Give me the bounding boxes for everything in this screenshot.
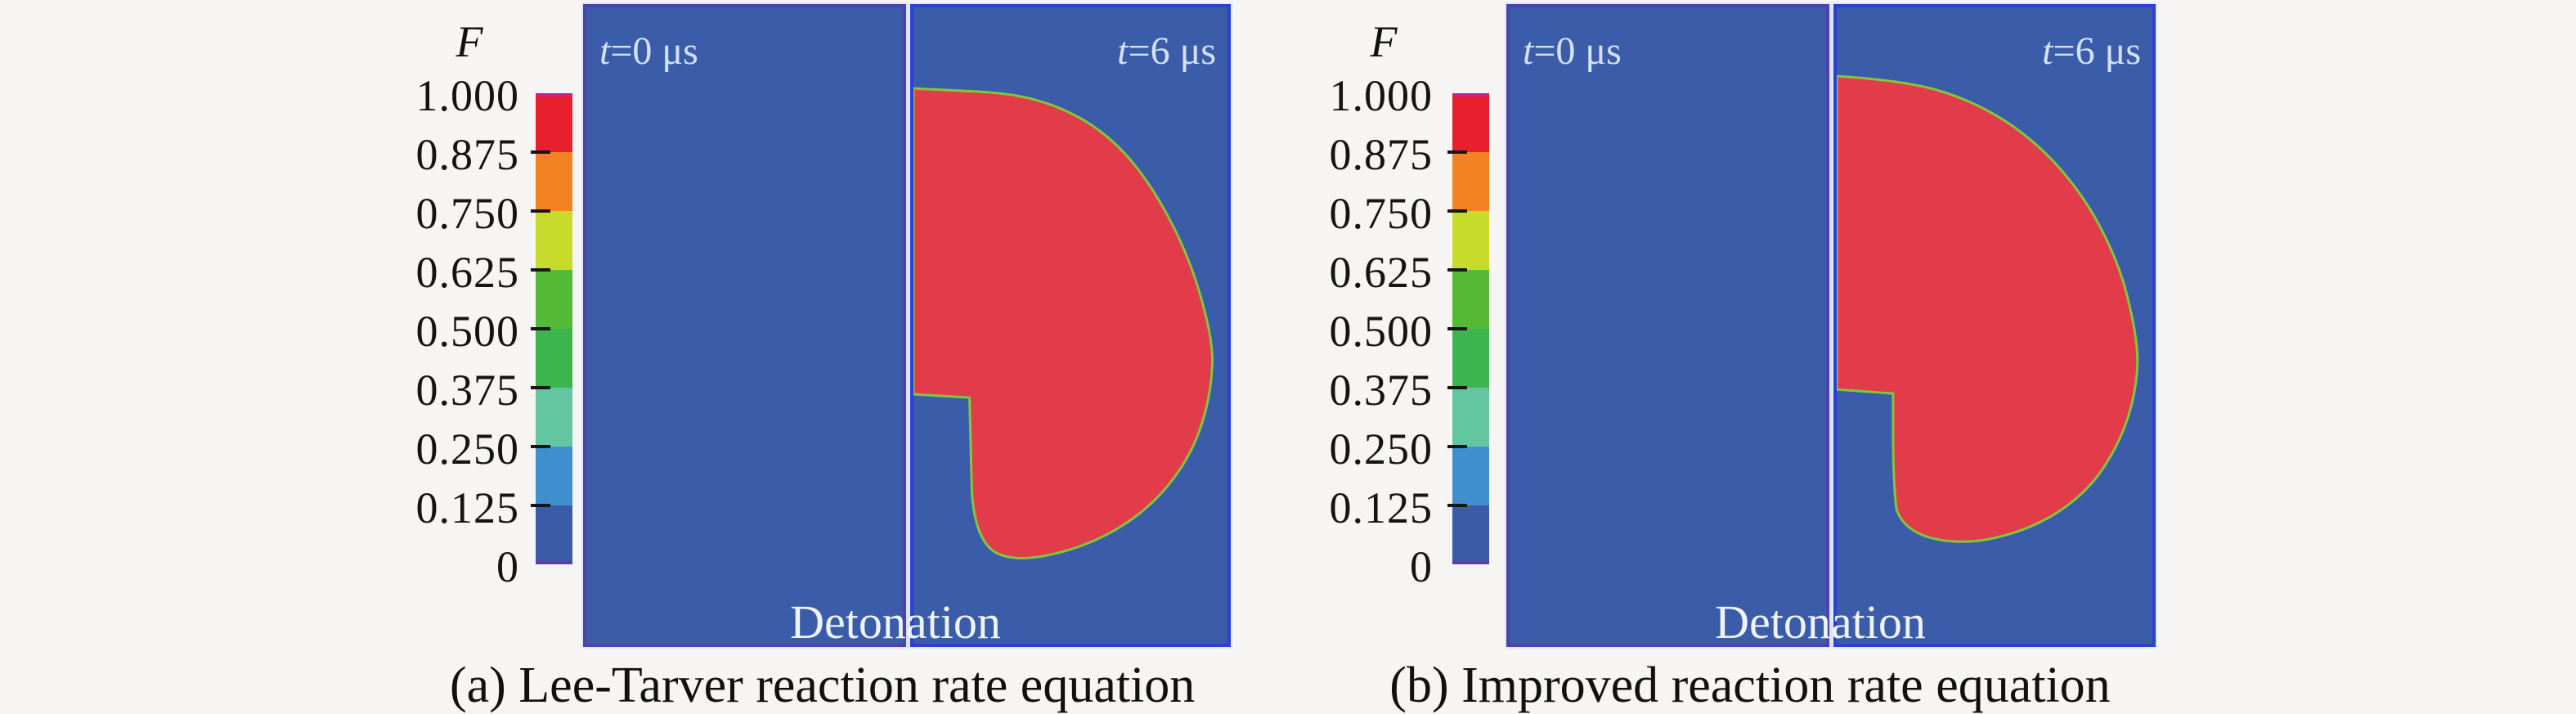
colorbar-tick-mark-3 [1447, 268, 1467, 272]
colorbar-a [531, 93, 572, 564]
subpanel-t6-b: t=6 μs [1833, 4, 2156, 647]
colorbar-segment-2 [1452, 211, 1489, 270]
colorbar-tick-mark-4 [531, 327, 550, 330]
time-label-t6-b: t=6 μs [2042, 29, 2141, 73]
colorbar-segment-4 [536, 329, 572, 388]
detonation-region-a [913, 87, 1214, 559]
colorbar-tick-label-6: 0.250 [1329, 424, 1433, 474]
colorbar-tick-label-1: 0.875 [1329, 130, 1433, 179]
colorbar-segment-1 [1452, 152, 1489, 211]
detonation-field-a [913, 87, 1214, 559]
colorbar-tick-mark-1 [1447, 150, 1467, 154]
colorbar-segment-3 [536, 270, 572, 329]
colorbar-segment-7 [536, 505, 572, 564]
subpanel-t0-a: t=0 μs [583, 4, 906, 647]
colorbar-segment-1 [536, 152, 572, 211]
symmetry-axis-divider-b [1829, 4, 1833, 647]
colorbar-title-b: F [1370, 17, 1398, 66]
colorbar-tick-label-7: 0.125 [1329, 483, 1433, 532]
colorbar-tick-label-2: 0.750 [415, 189, 519, 238]
colorbar-tick-label-6: 0.250 [415, 424, 519, 474]
colorbar-tick-mark-7 [1447, 504, 1467, 507]
detonation-label-a: Detonation [790, 595, 1001, 649]
colorbar-top-cap [1452, 93, 1489, 97]
colorbar-tick-mark-3 [531, 268, 550, 272]
colorbar-bottom-cap [1452, 561, 1489, 564]
colorbar-tick-mark-5 [531, 386, 550, 389]
colorbar-tick-mark-2 [531, 209, 550, 213]
colorbar-segment-6 [1452, 447, 1489, 505]
detonation-region-b [1837, 74, 2139, 543]
caption-b: (b) Improved reaction rate equation [1389, 658, 2111, 713]
time-label-t0-a: t=0 μs [599, 29, 698, 73]
colorbar-tick-mark-7 [531, 504, 550, 507]
colorbar-tick-mark-5 [1447, 386, 1467, 389]
colorbar-segment-3 [1452, 270, 1489, 329]
colorbar-segment-5 [536, 388, 572, 447]
colorbar-segment-0 [1452, 93, 1489, 152]
time-label-t6-a: t=6 μs [1117, 29, 1216, 73]
colorbar-top-cap [536, 93, 572, 97]
colorbar-tick-label-5: 0.375 [1329, 366, 1433, 415]
colorbar-tick-label-4: 0.500 [415, 307, 519, 356]
colorbar-tick-mark-4 [1447, 327, 1467, 330]
colorbar-tick-labels-b: 1.000 0.875 0.750 0.625 0.500 0.375 0.250 0.125… [1286, 66, 1433, 596]
colorbar-tick-mark-6 [531, 445, 550, 448]
colorbar-tick-label-2: 0.750 [1329, 189, 1433, 238]
colorbar-b [1447, 93, 1489, 564]
subpanel-t0-b: t=0 μs [1506, 4, 1829, 647]
caption-a: (a) Lee-Tarver reaction rate equation [450, 658, 1196, 713]
colorbar-tick-label-3: 0.625 [1329, 248, 1433, 297]
colorbar-tick-label-5: 0.375 [415, 366, 519, 415]
colorbar-segment-5 [1452, 388, 1489, 447]
colorbar-tick-mark-1 [531, 150, 550, 154]
colorbar-segment-7 [1452, 505, 1489, 564]
colorbar-tick-label-0: 1.000 [1329, 71, 1433, 120]
colorbar-tick-label-8: 0 [1410, 542, 1433, 591]
colorbar-segment-6 [536, 447, 572, 505]
colorbar-title-a: F [456, 17, 483, 66]
colorbar-segment-2 [536, 211, 572, 270]
symmetry-axis-divider-a [906, 4, 910, 647]
colorbar-tick-mark-6 [1447, 445, 1467, 448]
colorbar-bottom-cap [536, 561, 572, 564]
detonation-label-b: Detonation [1715, 595, 1926, 649]
colorbar-tick-label-1: 0.875 [415, 130, 519, 179]
colorbar-tick-label-4: 0.500 [1329, 307, 1433, 356]
colorbar-tick-label-7: 0.125 [415, 483, 519, 532]
colorbar-tick-labels-a: 1.000 0.875 0.750 0.625 0.500 0.375 0.250 0.125… [372, 66, 519, 596]
colorbar-segment-0 [536, 93, 572, 152]
colorbar-tick-label-0: 1.000 [415, 71, 519, 120]
colorbar-tick-label-3: 0.625 [415, 248, 519, 297]
colorbar-tick-label-8: 0 [496, 542, 519, 591]
detonation-field-b [1837, 74, 2139, 543]
colorbar-segment-4 [1452, 329, 1489, 388]
time-label-t0-b: t=0 μs [1523, 29, 1622, 73]
colorbar-tick-mark-2 [1447, 209, 1467, 213]
subpanel-t6-a: t=6 μs [910, 4, 1231, 647]
